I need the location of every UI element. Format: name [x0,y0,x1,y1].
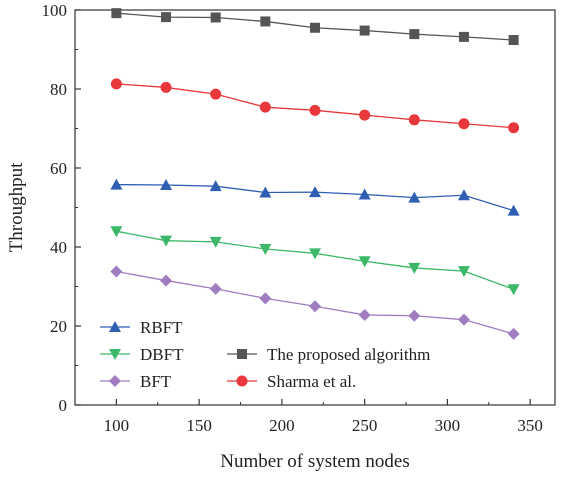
series-markers [110,8,520,340]
data-point [310,22,320,33]
data-point [160,235,173,247]
data-point [259,292,272,305]
data-point [408,191,421,203]
x-tick-label: 200 [269,416,295,435]
axis-ticks: 0 20 40 60 80 100 100 150 200 250 300 350 [42,1,543,435]
data-point [161,12,172,23]
data-point [358,256,371,268]
data-point [110,78,122,90]
data-point [309,104,321,116]
legend-marker [109,349,121,360]
legend-label: The proposed algorithm [267,345,430,364]
series-lines [116,12,514,335]
data-point [110,226,123,238]
data-point [457,189,470,201]
legend-label: BFT [140,372,172,391]
data-point [359,109,371,121]
data-point [507,204,520,216]
data-point [160,178,173,190]
x-tick-label: 100 [104,416,130,435]
data-point [210,88,222,100]
x-tick-label: 350 [517,416,543,435]
series-line-1 [116,230,514,290]
data-point [309,186,321,198]
legend: RBFT DBFT BFT The proposed algorithm Sharma … [100,318,430,391]
x-tick-label: 150 [186,416,212,435]
y-tick-label: 80 [50,80,67,99]
legend-label: DBFT [140,345,184,364]
data-point [458,31,469,42]
data-point [160,274,173,287]
data-point [111,8,122,19]
y-tick-label: 0 [59,396,68,415]
data-point [408,262,421,274]
data-point [110,265,123,278]
x-tick-label: 300 [435,416,461,435]
data-point [507,284,520,296]
data-point [508,35,519,46]
data-point [259,243,272,255]
data-point [408,114,420,126]
legend-marker [109,375,121,387]
data-point [259,101,271,113]
data-point [358,308,371,321]
data-point [458,118,470,130]
legend-label: RBFT [140,318,183,337]
y-tick-label: 20 [50,317,67,336]
x-tick-label: 250 [352,416,378,435]
data-point [408,309,421,322]
data-point [209,282,222,295]
data-point [508,122,520,134]
data-point [210,12,221,23]
data-point [359,25,370,36]
y-tick-label: 100 [42,1,68,20]
legend-label: Sharma et al. [267,372,356,391]
data-point [507,327,520,340]
data-point [110,178,123,190]
data-point [457,266,470,278]
data-point [209,180,222,192]
legend-marker [236,375,248,387]
data-point [457,313,470,326]
data-point [259,186,272,198]
y-axis-title: Throughput [6,162,27,252]
data-point [409,29,420,40]
x-axis-title: Number of system nodes [220,451,409,472]
data-point [309,248,321,260]
data-point [209,236,222,248]
legend-marker [237,349,247,359]
data-point [309,300,321,313]
y-tick-label: 40 [50,238,67,257]
legend-marker [109,321,121,332]
data-point [260,16,271,27]
data-point [160,81,172,93]
data-point [358,188,371,200]
y-tick-label: 60 [50,159,67,178]
